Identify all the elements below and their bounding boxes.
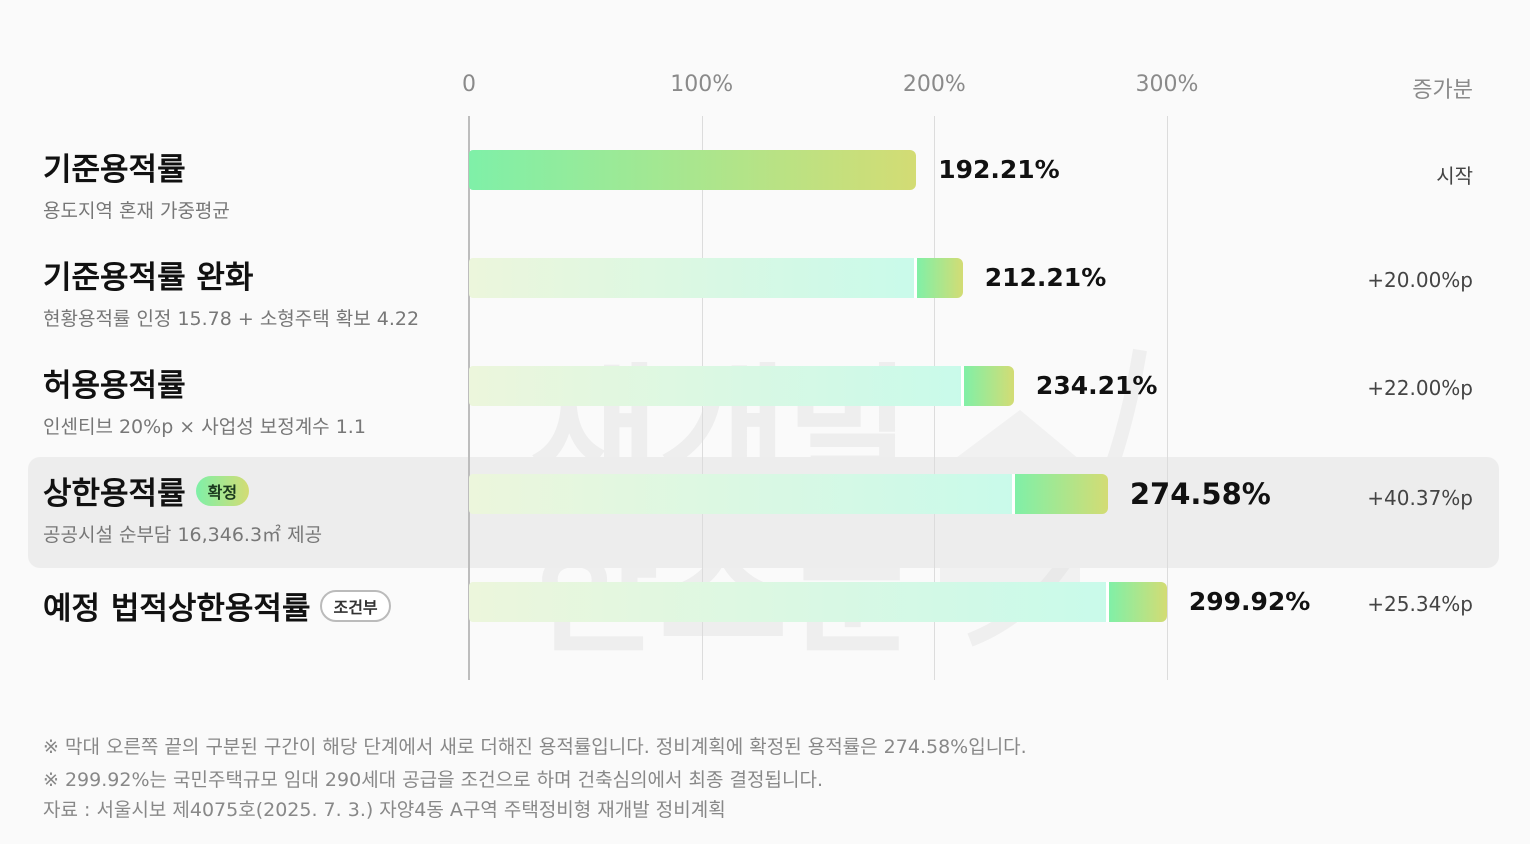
increment-label: +22.00%p <box>1367 376 1473 400</box>
increment-label: +20.00%p <box>1367 268 1473 292</box>
increment-label: +40.37%p <box>1367 486 1473 510</box>
bar-increment-segment <box>916 258 963 298</box>
row-title-text: 기준용적률 <box>43 152 186 188</box>
bar-separator <box>1105 582 1109 622</box>
confirmed-badge: 확정 <box>195 475 250 506</box>
data-label: 299.92% <box>1188 587 1311 616</box>
footnote: ※ 막대 오른쪽 끝의 구분된 구간이 해당 단계에서 새로 더해진 용적률입니… <box>43 736 1027 758</box>
row-title-text: 기준용적률 완화 <box>43 260 254 296</box>
bar-base-segment <box>469 366 963 406</box>
bar-separator <box>960 366 964 406</box>
source-note: 자료 : 서울시보 제4075호(2025. 7. 3.) 자양4동 A구역 주… <box>43 799 726 821</box>
bar-increment-segment <box>1013 474 1108 514</box>
x-tick-label: 200% <box>902 72 966 97</box>
data-label: 234.21% <box>1035 371 1158 400</box>
row-title-text: 상한용적률 <box>43 476 186 512</box>
bar-increment-segment <box>1107 582 1167 622</box>
row-subtitle: 인센티브 20%p × 사업성 보정계수 1.1 <box>43 416 366 438</box>
bar-base-segment <box>469 258 917 298</box>
increment-label: +25.34%p <box>1367 592 1473 616</box>
bar-base-segment <box>469 582 1108 622</box>
footnote: ※ 299.92%는 국민주택규모 임대 290세대 공급을 조건으로 하며 건… <box>43 769 823 791</box>
row-title-text: 예정 법적상한용적률 <box>43 591 311 627</box>
row-title: 기준용적률 완화 <box>43 252 253 297</box>
x-tick-label: 0 <box>462 72 476 97</box>
row-title: 허용용적률 <box>43 360 186 405</box>
bar-increment-segment <box>962 366 1014 406</box>
x-tick-label: 300% <box>1135 72 1199 97</box>
row-title: 기준용적률 <box>43 144 186 189</box>
bar-separator <box>1011 474 1015 514</box>
row-subtitle: 현황용적률 인정 15.78 + 소형주택 확보 4.22 <box>43 308 420 330</box>
increment-column-header: 증가분 <box>1412 78 1473 103</box>
row-title: 상한용적률 확정 <box>43 468 250 513</box>
row-subtitle: 공공시설 순부담 16,346.3㎡ 제공 <box>43 524 323 546</box>
data-label: 274.58% <box>1129 477 1271 511</box>
conditional-badge: 조건부 <box>320 589 391 622</box>
row-title: 예정 법적상한용적률 조건부 <box>43 583 391 628</box>
row-subtitle: 용도지역 혼재 가중평균 <box>43 200 230 222</box>
row-title-text: 허용용적률 <box>43 368 186 404</box>
x-tick-label: 100% <box>670 72 734 97</box>
bar-separator <box>914 258 918 298</box>
increment-label: 시작 <box>1436 164 1473 188</box>
bar <box>469 150 917 190</box>
data-label: 212.21% <box>984 263 1107 292</box>
gridline <box>1167 116 1168 680</box>
data-label: 192.21% <box>938 155 1060 184</box>
bar-base-segment <box>469 474 1014 514</box>
